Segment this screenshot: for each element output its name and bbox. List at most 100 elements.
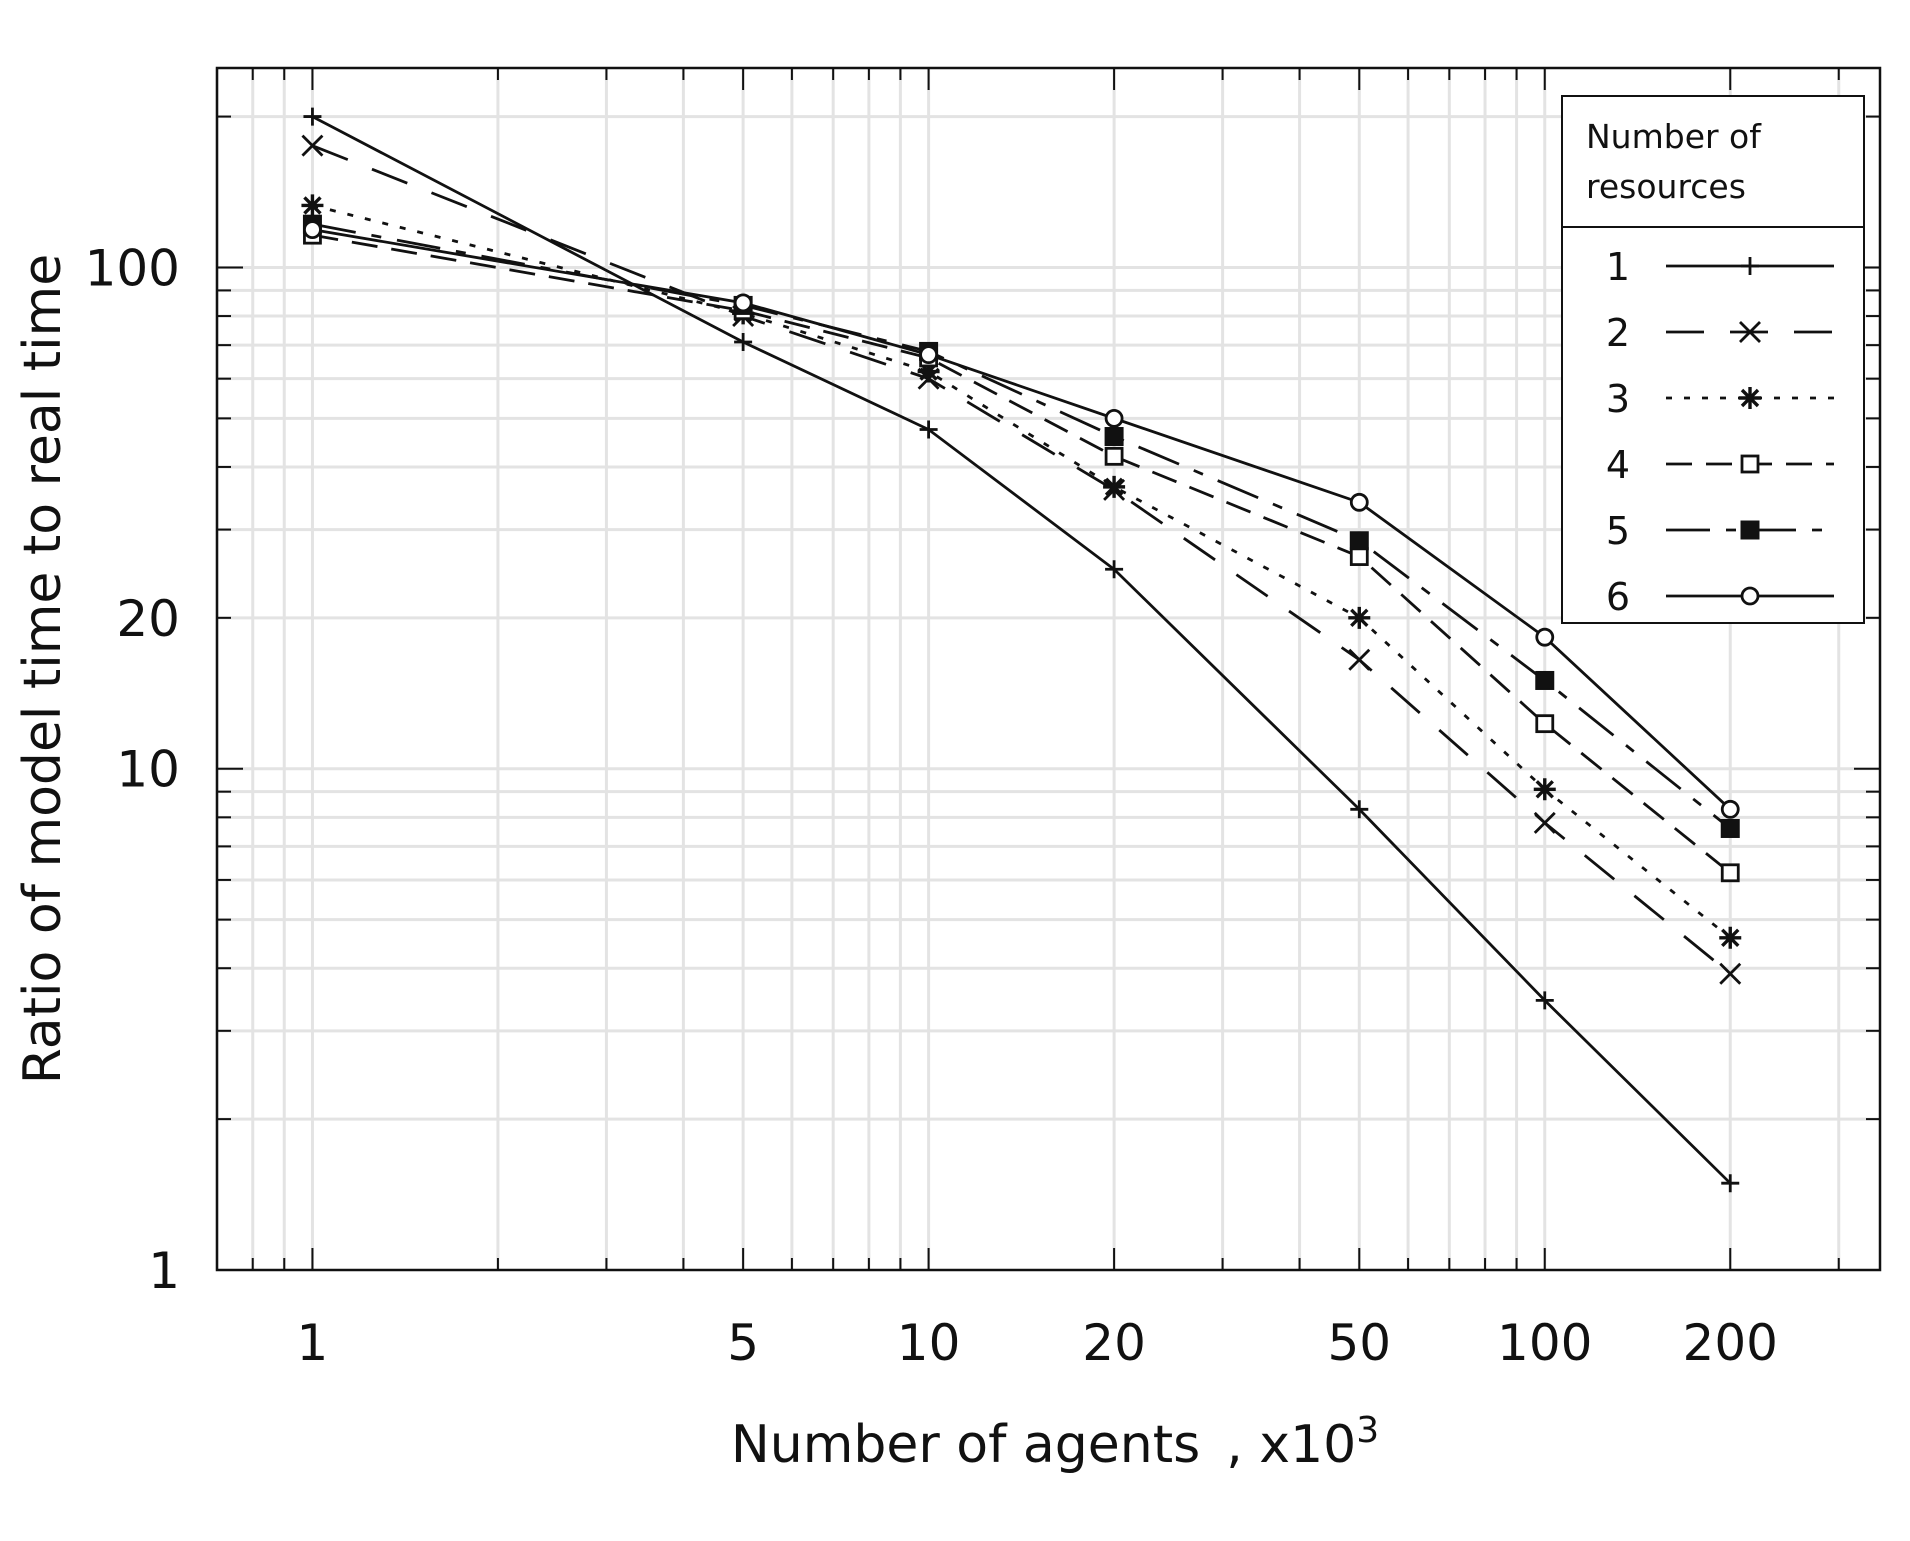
marker-circle-open (1535, 627, 1555, 647)
x-tick-label: 100 (1497, 1314, 1592, 1372)
data-point (1535, 627, 1555, 647)
data-point (1533, 811, 1556, 834)
data-point (1103, 475, 1126, 498)
data-point (1349, 547, 1369, 566)
marker-plus (303, 107, 322, 126)
legend-item-4: 4 (1606, 443, 1834, 487)
data-point (1350, 800, 1369, 819)
legend-label: 5 (1606, 509, 1630, 553)
marker-x (1348, 648, 1371, 671)
data-point (734, 333, 753, 352)
marker-asterisk (1719, 926, 1742, 949)
marker-square-open (1740, 454, 1760, 474)
data-point (917, 360, 940, 383)
legend-label: 1 (1606, 245, 1630, 289)
data-point (1535, 991, 1554, 1010)
legend-marker (1741, 257, 1759, 275)
y-tick-label: 20 (116, 590, 180, 648)
data-point (1720, 799, 1740, 819)
marker-circle-open (1104, 408, 1124, 428)
data-point (1535, 714, 1555, 734)
marker-plus (1350, 800, 1369, 819)
data-point (301, 194, 324, 217)
x-tick-label: 5 (727, 1314, 759, 1372)
x-tick-label: 20 (1082, 1314, 1146, 1372)
marker-asterisk (1739, 387, 1761, 409)
legend-marker (1740, 454, 1760, 474)
data-point (1719, 962, 1742, 985)
y-tick-label: 100 (85, 239, 180, 297)
marker-circle-open (1349, 492, 1369, 512)
data-point (733, 293, 753, 313)
x-tick-label: 50 (1327, 1314, 1391, 1372)
marker-circle-open (1740, 586, 1760, 606)
data-point (1104, 446, 1124, 466)
marker-asterisk (1103, 475, 1126, 498)
data-point (1720, 818, 1740, 838)
legend-marker (1740, 586, 1760, 606)
marker-x (1533, 811, 1556, 834)
marker-square-filled (1740, 520, 1760, 540)
data-point (1104, 427, 1124, 447)
marker-x (1719, 962, 1742, 985)
marker-plus (1535, 991, 1554, 1010)
x-axis-title: Number of agents, x103 (731, 1410, 1379, 1475)
marker-square-filled (1349, 531, 1369, 551)
series-3 (301, 194, 1742, 949)
legend-label: 4 (1606, 443, 1630, 487)
axes (215, 66, 1882, 1272)
legend-title-line1: Number of (1586, 117, 1762, 156)
y-tick-label: 1 (148, 1242, 180, 1300)
marker-x (301, 134, 324, 157)
marker-plus (1721, 1174, 1740, 1193)
data-point (1720, 863, 1740, 883)
marker-plus (1741, 257, 1759, 275)
marker-asterisk (917, 360, 940, 383)
data-point (1721, 1174, 1740, 1193)
legend-label: 2 (1606, 311, 1630, 355)
marker-circle-open (303, 220, 322, 240)
legend-title-line2: resources (1586, 167, 1746, 206)
marker-asterisk (301, 194, 324, 217)
marker-x (1739, 321, 1761, 343)
x-tick-label: 10 (897, 1314, 961, 1372)
legend-item-2: 2 (1606, 311, 1834, 355)
x-tick-label: 1 (297, 1314, 329, 1372)
marker-plus (734, 333, 753, 352)
series-5 (302, 214, 1740, 838)
plot-frame (215, 66, 1882, 1272)
marker-circle-open (1720, 799, 1740, 819)
data-point (1348, 606, 1371, 629)
legend-marker (1739, 387, 1761, 409)
data-point (303, 220, 322, 240)
legend: Number of resources 1 2 3 4 5 6 (1561, 95, 1865, 624)
legend-box (1561, 95, 1865, 624)
y-tick-label: 10 (116, 741, 180, 799)
legend-marker (1739, 321, 1761, 343)
data-point (1348, 648, 1371, 671)
data-point (919, 420, 938, 439)
marker-square-filled (1535, 670, 1555, 690)
legend-item-5: 5 (1606, 509, 1834, 553)
data-point (1349, 531, 1369, 551)
legend-item-3: 3 (1606, 377, 1834, 421)
series-4 (303, 225, 1740, 883)
marker-plus (919, 420, 938, 439)
y-axis-title: Ratio of model time to real time (13, 254, 73, 1084)
marker-plus (1105, 560, 1124, 579)
legend-item-1: 1 (1606, 245, 1834, 289)
data-point (1349, 492, 1369, 512)
marker-square-filled (1104, 427, 1124, 447)
legend-item-6: 6 (1606, 575, 1834, 619)
legend-label: 6 (1606, 575, 1630, 619)
x-tick-label: 200 (1683, 1314, 1778, 1372)
data-point (301, 134, 324, 157)
data-point (1104, 408, 1124, 428)
marker-square-open (1720, 863, 1740, 883)
marker-square-filled (1720, 818, 1740, 838)
data-point (1533, 778, 1556, 801)
marker-circle-open (919, 345, 939, 365)
data-point (1719, 926, 1742, 949)
